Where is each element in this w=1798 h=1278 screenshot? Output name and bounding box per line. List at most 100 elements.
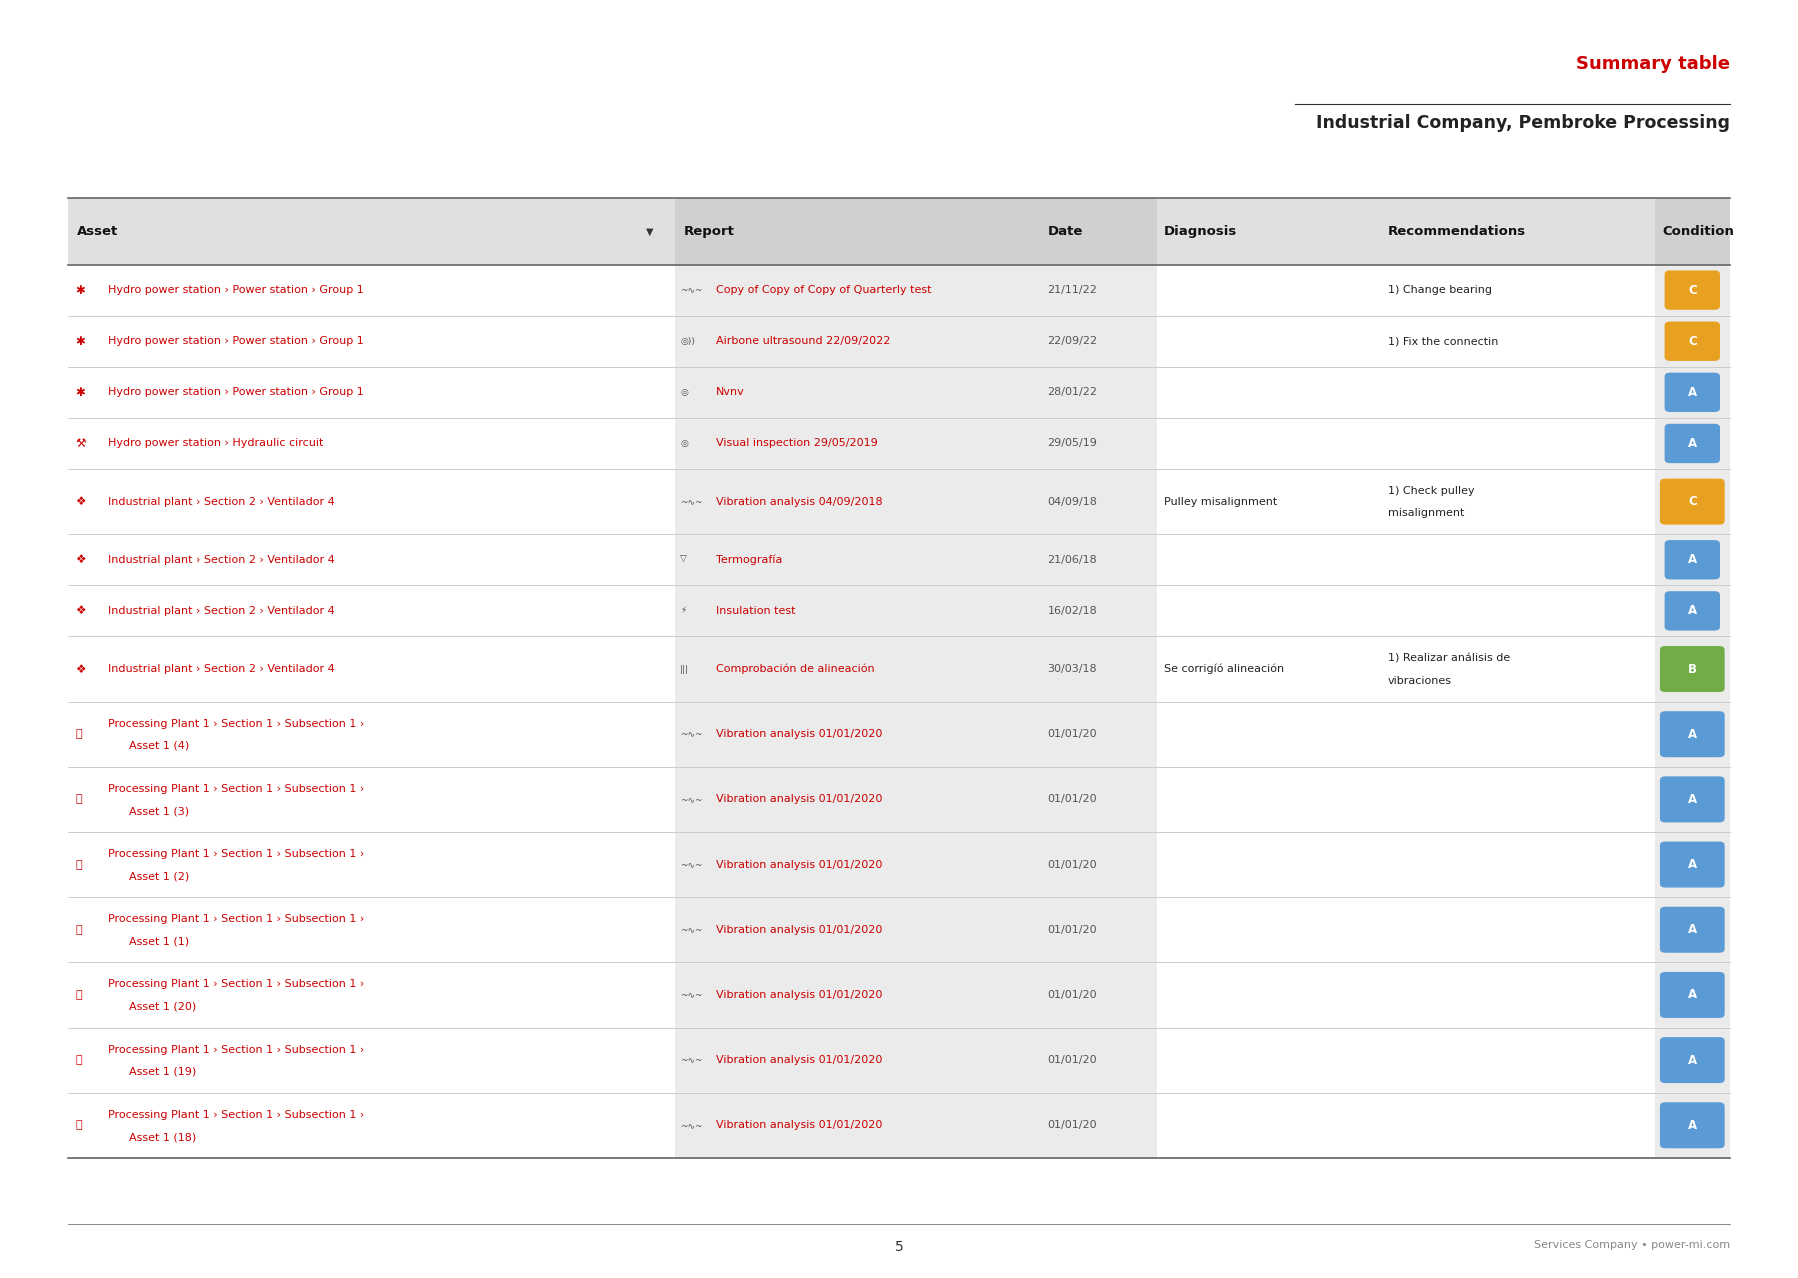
Bar: [1654, 636, 1730, 702]
Text: ⎙: ⎙: [76, 860, 83, 869]
Text: ⎙: ⎙: [76, 795, 83, 804]
Text: Hydro power station › Power station › Group 1: Hydro power station › Power station › Gr…: [108, 387, 363, 397]
Bar: [674, 832, 1156, 897]
Text: Vibration analysis 01/01/2020: Vibration analysis 01/01/2020: [716, 860, 883, 869]
Text: Industrial plant › Section 2 › Ventilador 4: Industrial plant › Section 2 › Ventilado…: [108, 606, 334, 616]
Bar: [674, 1093, 1156, 1158]
Bar: [1654, 367, 1730, 418]
Text: 1) Check pulley: 1) Check pulley: [1388, 486, 1474, 496]
Text: 01/01/20: 01/01/20: [1048, 860, 1097, 869]
Text: Recommendations: Recommendations: [1388, 225, 1527, 238]
Bar: [1654, 702, 1730, 767]
Text: A: A: [1688, 923, 1697, 937]
Text: Services Company • power-mi.com: Services Company • power-mi.com: [1534, 1240, 1730, 1250]
Text: 1) Change bearing: 1) Change bearing: [1388, 285, 1492, 295]
Text: A: A: [1688, 727, 1697, 741]
Text: Asset 1 (4): Asset 1 (4): [129, 741, 191, 751]
Text: Industrial plant › Section 2 › Ventilador 4: Industrial plant › Section 2 › Ventilado…: [108, 665, 334, 674]
FancyBboxPatch shape: [1665, 424, 1721, 463]
Text: ❖: ❖: [76, 553, 86, 566]
Bar: [674, 469, 1156, 534]
Bar: [674, 1028, 1156, 1093]
Text: 1) Fix the connectin: 1) Fix the connectin: [1388, 336, 1498, 346]
Text: ~∿~: ~∿~: [680, 990, 703, 999]
Text: Asset 1 (20): Asset 1 (20): [129, 1002, 196, 1012]
Bar: [674, 636, 1156, 702]
Bar: [1654, 469, 1730, 534]
Text: A: A: [1688, 988, 1697, 1002]
Text: Hydro power station › Power station › Group 1: Hydro power station › Power station › Gr…: [108, 336, 363, 346]
Text: Industrial Company, Pembroke Processing: Industrial Company, Pembroke Processing: [1316, 114, 1730, 132]
Text: 21/06/18: 21/06/18: [1048, 555, 1097, 565]
Text: ~∿~: ~∿~: [680, 730, 703, 739]
Text: ⚡: ⚡: [680, 606, 687, 616]
Text: Asset 1 (3): Asset 1 (3): [129, 806, 189, 817]
FancyBboxPatch shape: [1660, 479, 1724, 525]
Text: Vibration analysis 01/01/2020: Vibration analysis 01/01/2020: [716, 1121, 883, 1130]
Text: 28/01/22: 28/01/22: [1048, 387, 1097, 397]
Text: A: A: [1688, 1053, 1697, 1067]
Text: Se corrigíó alineación: Se corrigíó alineación: [1163, 663, 1284, 675]
Text: ◎)): ◎)): [680, 336, 696, 346]
Text: |||: |||: [680, 665, 689, 674]
Text: A: A: [1688, 1118, 1697, 1132]
Text: A: A: [1688, 437, 1697, 450]
FancyBboxPatch shape: [1660, 907, 1724, 953]
Text: A: A: [1688, 553, 1697, 566]
Text: 01/01/20: 01/01/20: [1048, 730, 1097, 739]
Text: Processing Plant 1 › Section 1 › Subsection 1 ›: Processing Plant 1 › Section 1 › Subsect…: [108, 979, 365, 989]
Text: A: A: [1688, 386, 1697, 399]
Text: ⎙: ⎙: [76, 925, 83, 934]
Text: Industrial plant › Section 2 › Ventilador 4: Industrial plant › Section 2 › Ventilado…: [108, 497, 334, 506]
Text: 04/09/18: 04/09/18: [1048, 497, 1097, 506]
Text: ~∿~: ~∿~: [680, 1056, 703, 1065]
Bar: [674, 198, 1156, 265]
Text: Condition: Condition: [1661, 225, 1733, 238]
Text: ❖: ❖: [76, 662, 86, 676]
FancyBboxPatch shape: [1660, 973, 1724, 1019]
Text: 21/11/22: 21/11/22: [1048, 285, 1097, 295]
Bar: [674, 767, 1156, 832]
Text: ~∿~: ~∿~: [680, 860, 703, 869]
Bar: [1654, 1028, 1730, 1093]
FancyBboxPatch shape: [1660, 1038, 1724, 1084]
Text: Vibration analysis 01/01/2020: Vibration analysis 01/01/2020: [716, 795, 883, 804]
Bar: [1654, 316, 1730, 367]
Text: Vibration analysis 01/01/2020: Vibration analysis 01/01/2020: [716, 990, 883, 999]
Text: ▼: ▼: [645, 226, 653, 236]
Text: Insulation test: Insulation test: [716, 606, 795, 616]
Text: Date: Date: [1048, 225, 1082, 238]
Bar: [1654, 265, 1730, 316]
FancyBboxPatch shape: [1665, 592, 1721, 630]
Text: 01/01/20: 01/01/20: [1048, 990, 1097, 999]
Text: ✱: ✱: [76, 386, 85, 399]
Bar: [1654, 832, 1730, 897]
Text: ✱: ✱: [76, 284, 85, 296]
FancyBboxPatch shape: [1660, 777, 1724, 823]
Text: Nvnv: Nvnv: [716, 387, 744, 397]
Text: Processing Plant 1 › Section 1 › Subsection 1 ›: Processing Plant 1 › Section 1 › Subsect…: [108, 914, 365, 924]
FancyBboxPatch shape: [1665, 271, 1721, 309]
Bar: [1654, 767, 1730, 832]
FancyBboxPatch shape: [1665, 322, 1721, 360]
Bar: [1654, 585, 1730, 636]
Text: 01/01/20: 01/01/20: [1048, 1056, 1097, 1065]
Text: C: C: [1688, 284, 1697, 296]
Text: 5: 5: [895, 1240, 903, 1254]
Text: Processing Plant 1 › Section 1 › Subsection 1 ›: Processing Plant 1 › Section 1 › Subsect…: [108, 783, 365, 794]
Text: Diagnosis: Diagnosis: [1163, 225, 1237, 238]
Text: Asset 1 (1): Asset 1 (1): [129, 937, 189, 947]
Bar: [674, 418, 1156, 469]
Text: Report: Report: [683, 225, 735, 238]
Bar: [1654, 534, 1730, 585]
Text: ⎙: ⎙: [76, 1056, 83, 1065]
Text: Asset 1 (18): Asset 1 (18): [129, 1132, 196, 1143]
Text: 29/05/19: 29/05/19: [1048, 438, 1097, 449]
Bar: [68, 198, 1730, 265]
FancyBboxPatch shape: [1660, 842, 1724, 888]
Text: Pulley misalignment: Pulley misalignment: [1163, 497, 1277, 506]
Text: 01/01/20: 01/01/20: [1048, 1121, 1097, 1130]
Bar: [674, 316, 1156, 367]
Text: ✱: ✱: [76, 335, 85, 348]
Bar: [674, 367, 1156, 418]
